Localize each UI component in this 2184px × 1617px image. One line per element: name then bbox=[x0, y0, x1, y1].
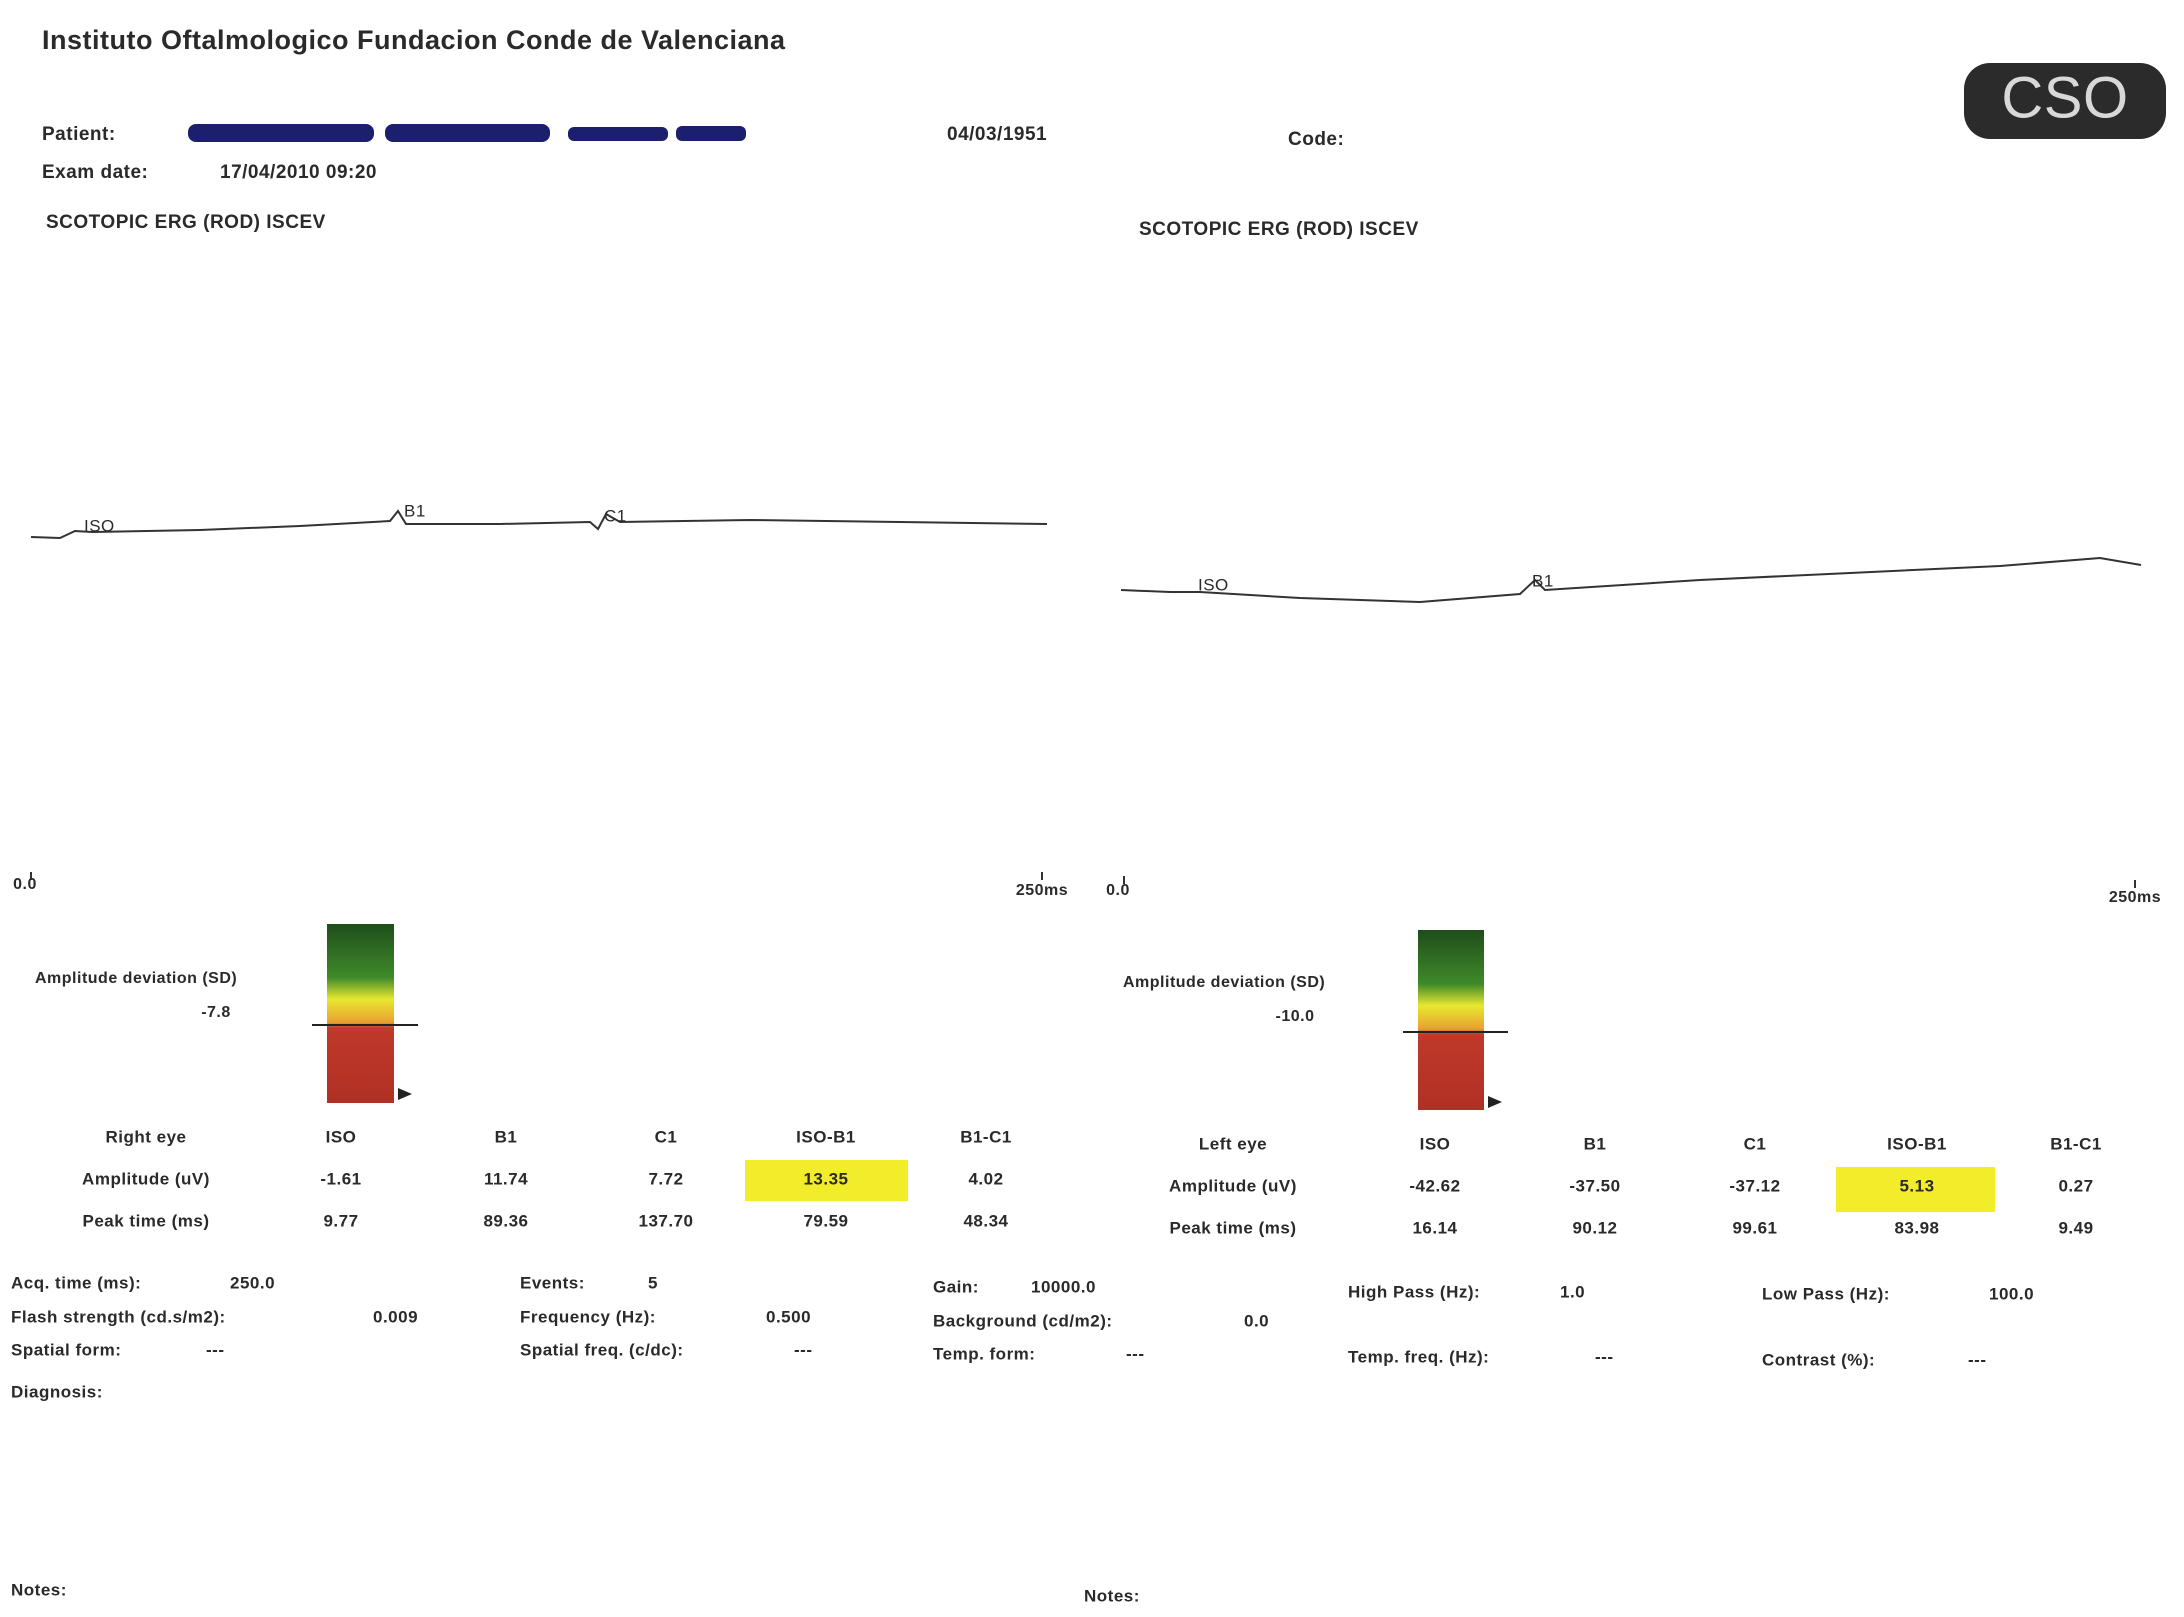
birth-date: 04/03/1951 bbox=[947, 124, 1047, 145]
table-cell: 48.34 bbox=[963, 1211, 1008, 1230]
table-header: ISO bbox=[1420, 1134, 1451, 1153]
wave-label: B1 bbox=[404, 501, 426, 520]
axis-label: 0.0 bbox=[13, 876, 37, 893]
table-cell: 7.72 bbox=[648, 1169, 683, 1188]
table-header: Right eye bbox=[105, 1127, 186, 1146]
panel-title: SCOTOPIC ERG (ROD) ISCEV bbox=[1139, 219, 1419, 240]
institute-title: Instituto Oftalmologico Fundacion Conde … bbox=[42, 25, 786, 55]
param-label: Flash strength (cd.s/m2): bbox=[11, 1307, 226, 1326]
param-label: Contrast (%): bbox=[1762, 1350, 1875, 1369]
gauge bbox=[1403, 930, 1508, 1110]
axis-label: 0.0 bbox=[1106, 882, 1130, 899]
table-header: ISO-B1 bbox=[796, 1127, 856, 1146]
deviation-label: Amplitude deviation (SD) bbox=[35, 970, 237, 987]
wave-label: ISO bbox=[84, 516, 115, 535]
param-value: --- bbox=[206, 1340, 224, 1359]
label: Notes: bbox=[1084, 1586, 1140, 1605]
param-label: Spatial form: bbox=[11, 1340, 121, 1359]
panel-title: SCOTOPIC ERG (ROD) ISCEV bbox=[46, 212, 326, 233]
label: Code: bbox=[1288, 129, 1344, 150]
table-cell: 4.02 bbox=[968, 1169, 1003, 1188]
deviation-value: -10.0 bbox=[1276, 1008, 1315, 1025]
row-label: Amplitude (uV) bbox=[82, 1169, 210, 1188]
table-header: C1 bbox=[1744, 1134, 1767, 1153]
table-header: B1 bbox=[495, 1127, 518, 1146]
param-label: Low Pass (Hz): bbox=[1762, 1284, 1890, 1303]
param-label: Temp. freq. (Hz): bbox=[1348, 1347, 1489, 1366]
table-cell: 90.12 bbox=[1572, 1218, 1617, 1237]
row-label: Peak time (ms) bbox=[83, 1211, 210, 1230]
table-header: Left eye bbox=[1199, 1134, 1267, 1153]
table-cell: 0.27 bbox=[2058, 1176, 2093, 1195]
table-cell: 16.14 bbox=[1412, 1218, 1457, 1237]
table-header: ISO-B1 bbox=[1887, 1134, 1947, 1153]
deviation-label: Amplitude deviation (SD) bbox=[1123, 974, 1325, 991]
param-value: 250.0 bbox=[230, 1273, 275, 1292]
highlight bbox=[745, 1160, 908, 1201]
table-cell: 5.13 bbox=[1899, 1176, 1934, 1195]
param-label: Background (cd/m2): bbox=[933, 1311, 1113, 1330]
table-header: ISO bbox=[326, 1127, 357, 1146]
label: Notes: bbox=[11, 1580, 67, 1599]
param-label: Acq. time (ms): bbox=[11, 1273, 141, 1292]
param-value: 10000.0 bbox=[1031, 1277, 1096, 1296]
logo-text: CSO bbox=[2001, 65, 2128, 130]
wave-label: ISO bbox=[1198, 575, 1229, 594]
param-label: Frequency (Hz): bbox=[520, 1307, 656, 1326]
param-label: Events: bbox=[520, 1273, 585, 1292]
table-cell: 83.98 bbox=[1894, 1218, 1939, 1237]
param-value: 0.009 bbox=[373, 1307, 418, 1326]
param-value: 0.0 bbox=[1244, 1311, 1269, 1330]
gauge bbox=[312, 924, 418, 1103]
axis-ticks bbox=[30, 872, 2136, 888]
param-label: Gain: bbox=[933, 1277, 979, 1296]
row-label: Amplitude (uV) bbox=[1169, 1176, 1297, 1195]
axis-label: 250ms bbox=[2109, 889, 2161, 906]
axis-label: 250ms bbox=[1016, 882, 1068, 899]
param-value: 0.500 bbox=[766, 1307, 811, 1326]
table-cell: 89.36 bbox=[483, 1211, 528, 1230]
table-cell: -37.12 bbox=[1729, 1176, 1780, 1195]
param-value: 100.0 bbox=[1989, 1284, 2034, 1303]
param-value: 1.0 bbox=[1560, 1282, 1585, 1301]
param-label: Temp. form: bbox=[933, 1344, 1035, 1363]
table-header: B1-C1 bbox=[960, 1127, 1012, 1146]
highlight bbox=[1836, 1167, 1995, 1212]
table-cell: 79.59 bbox=[803, 1211, 848, 1230]
deviation-value: -7.8 bbox=[201, 1004, 231, 1021]
param-value: 5 bbox=[648, 1273, 658, 1292]
table-header: B1-C1 bbox=[2050, 1134, 2102, 1153]
wave-label: C1 bbox=[604, 506, 627, 525]
redaction bbox=[188, 124, 746, 142]
label: Diagnosis: bbox=[11, 1382, 103, 1401]
row-label: Peak time (ms) bbox=[1170, 1218, 1297, 1237]
table-cell: -1.61 bbox=[320, 1169, 361, 1188]
table-cell: 9.49 bbox=[2058, 1218, 2093, 1237]
table-header: C1 bbox=[655, 1127, 678, 1146]
param-label: Spatial freq. (c/dc): bbox=[520, 1340, 684, 1359]
table-cell: 9.77 bbox=[323, 1211, 358, 1230]
logo-box bbox=[1964, 63, 2166, 139]
table-cell: 11.74 bbox=[484, 1169, 528, 1188]
table-header: B1 bbox=[1584, 1134, 1607, 1153]
param-value: --- bbox=[1595, 1347, 1613, 1366]
table-cell: -42.62 bbox=[1409, 1176, 1460, 1195]
param-value: --- bbox=[1968, 1350, 1986, 1369]
table-cell: -37.50 bbox=[1569, 1176, 1620, 1195]
wave-label: B1 bbox=[1532, 571, 1554, 590]
param-label: High Pass (Hz): bbox=[1348, 1282, 1480, 1301]
param-value: --- bbox=[794, 1340, 812, 1359]
waveform bbox=[30, 509, 1048, 540]
param-value: --- bbox=[1126, 1344, 1144, 1363]
label: Patient: bbox=[42, 124, 116, 145]
table-cell: 99.61 bbox=[1732, 1218, 1777, 1237]
exam-date: 17/04/2010 09:20 bbox=[220, 162, 377, 183]
table-cell: 137.70 bbox=[639, 1211, 694, 1230]
waveform bbox=[1120, 556, 2142, 604]
table-cell: 13.35 bbox=[803, 1169, 848, 1188]
label: Exam date: bbox=[42, 162, 148, 183]
